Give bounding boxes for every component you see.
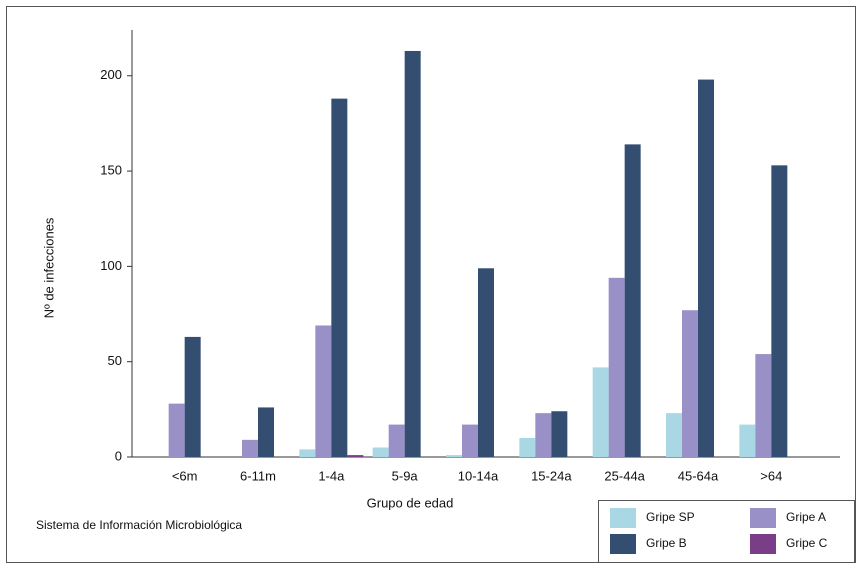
bar xyxy=(535,413,552,457)
bar xyxy=(299,449,316,457)
bar xyxy=(739,424,756,457)
y-tick-label: 150 xyxy=(100,163,122,178)
bar xyxy=(446,455,462,457)
bar xyxy=(372,447,389,457)
bar xyxy=(666,413,682,457)
bar xyxy=(388,424,405,457)
bar xyxy=(519,437,536,457)
x-tick-label: <6m xyxy=(172,468,198,483)
legend-swatch xyxy=(750,534,776,554)
legend-swatch xyxy=(610,534,636,554)
x-tick-label: 6-11m xyxy=(240,468,276,483)
bar xyxy=(404,50,421,457)
bar xyxy=(698,79,714,457)
bar xyxy=(168,403,185,457)
bar xyxy=(331,98,348,457)
legend-swatch xyxy=(750,508,776,528)
legend-label: Gripe B xyxy=(646,536,687,550)
bar xyxy=(682,310,698,457)
bar xyxy=(258,407,274,457)
bar xyxy=(592,367,609,457)
bar xyxy=(242,439,258,457)
y-tick-label: 50 xyxy=(108,353,122,368)
bar xyxy=(608,277,625,457)
x-tick-label: 1-4a xyxy=(318,468,345,483)
legend-swatch xyxy=(610,508,636,528)
bar xyxy=(347,455,364,457)
x-tick-label: 5-9a xyxy=(392,468,419,483)
y-tick-label: 100 xyxy=(100,258,122,273)
source-note: Sistema de Información Microbiológica xyxy=(36,518,242,532)
y-axis-label: Nº de infecciones xyxy=(41,217,56,318)
bar xyxy=(184,336,201,457)
bar xyxy=(315,325,332,457)
legend-label: Gripe SP xyxy=(646,510,695,524)
bar xyxy=(478,268,494,457)
x-tick-label: 10-14a xyxy=(458,468,499,483)
x-tick-label: 15-24a xyxy=(531,468,572,483)
frame xyxy=(6,6,856,563)
y-tick-label: 0 xyxy=(115,448,122,463)
x-tick-label: 45-64a xyxy=(678,468,719,483)
bar xyxy=(624,144,641,457)
legend-label: Gripe C xyxy=(786,536,828,550)
x-tick-label: >64 xyxy=(760,468,782,483)
legend-box xyxy=(598,500,855,563)
bar xyxy=(551,411,568,457)
x-axis-label: Grupo de edad xyxy=(367,495,454,510)
legend-label: Gripe A xyxy=(786,510,826,524)
x-tick-label: 25-44a xyxy=(604,468,645,483)
bar xyxy=(462,424,478,457)
y-tick-label: 200 xyxy=(100,67,122,82)
bar xyxy=(755,354,772,457)
bar xyxy=(771,165,788,457)
